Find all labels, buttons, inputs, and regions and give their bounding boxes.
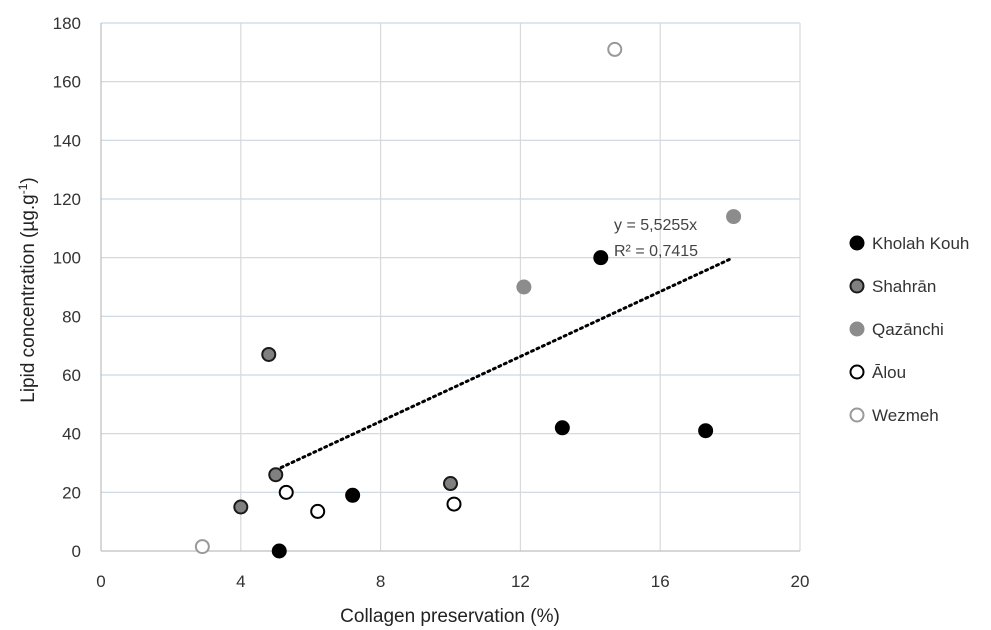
- legend-marker: [849, 278, 865, 294]
- data-point: [446, 496, 462, 512]
- data-point: [698, 423, 714, 439]
- legend-label: Kholah Kouh: [872, 234, 969, 253]
- y-tick-label: 140: [53, 131, 81, 150]
- legend-label: Ālou: [872, 363, 906, 382]
- trendline: [274, 257, 732, 472]
- data-point: [268, 467, 284, 483]
- legend-marker: [849, 321, 865, 337]
- data-points: [194, 41, 742, 559]
- x-tick-label: 4: [236, 572, 245, 591]
- grid-lines: [101, 22, 801, 551]
- data-point: [593, 250, 609, 266]
- y-axis-title-suffix: ): [18, 177, 39, 183]
- data-point: [554, 420, 570, 436]
- data-point: [345, 487, 361, 503]
- trendline-equation: y = 5,5255x: [614, 217, 697, 234]
- data-point: [261, 346, 277, 362]
- legend-label: Qazānchi: [872, 320, 944, 339]
- y-axis-title-main: Lipid concentration (µg.g: [18, 194, 39, 402]
- data-point: [233, 499, 249, 515]
- data-point: [271, 543, 287, 559]
- trendline-r-squared: R² = 0,7415: [614, 243, 698, 260]
- y-tick-label: 20: [62, 483, 81, 502]
- legend-marker: [849, 364, 865, 380]
- data-point: [726, 209, 742, 225]
- x-tick-label: 16: [651, 572, 670, 591]
- data-point: [516, 279, 532, 295]
- legend-label: Wezmeh: [872, 406, 939, 425]
- data-point: [607, 41, 623, 57]
- data-point: [310, 503, 326, 519]
- legend-marker: [849, 235, 865, 251]
- y-tick-label: 100: [53, 249, 81, 268]
- x-tick-label: 20: [791, 572, 810, 591]
- x-tick-label: 8: [376, 572, 385, 591]
- y-axis-title: Lipid concentration (µg.g-1): [16, 177, 39, 402]
- y-tick-label: 40: [62, 425, 81, 444]
- legend-label: Shahrān: [872, 277, 936, 296]
- tick-labels: 0 4 8 12 16 20 0 20 40 60 80 100 120 140 160 180: [53, 14, 810, 591]
- x-axis-title: Collagen preservation (%): [340, 606, 560, 627]
- data-point: [443, 476, 458, 492]
- x-tick-label: 12: [511, 572, 530, 591]
- legend: Kholah Kouh Shahrān Qazānchi Ālou Wezmeh: [849, 234, 969, 425]
- data-point: [194, 539, 210, 555]
- y-tick-label: 60: [62, 366, 81, 385]
- axes: [100, 23, 800, 552]
- data-point: [278, 484, 294, 500]
- y-tick-label: 80: [62, 307, 81, 326]
- y-tick-label: 0: [72, 542, 81, 561]
- y-axis-title-superscript: -1: [16, 183, 30, 194]
- x-tick-label: 0: [96, 572, 105, 591]
- y-tick-label: 180: [53, 14, 81, 33]
- trendline-layer: [274, 257, 732, 472]
- y-tick-label: 120: [53, 190, 81, 209]
- legend-marker: [849, 407, 865, 423]
- y-tick-label: 160: [53, 73, 81, 92]
